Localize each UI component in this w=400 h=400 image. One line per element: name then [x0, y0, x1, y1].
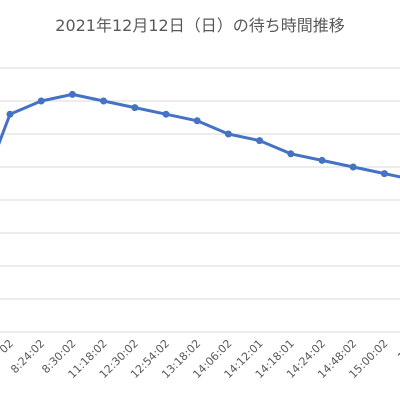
data-point [349, 163, 357, 171]
plot-area [0, 90, 400, 179]
data-point [224, 130, 232, 138]
data-point [131, 104, 139, 112]
x-tick-label: 02 [0, 337, 16, 356]
chart-title: 2021年12月12日（日）の待ち時間推移 [55, 16, 344, 35]
data-point [380, 170, 388, 178]
data-point [37, 97, 45, 105]
data-point [162, 110, 170, 118]
data-point [6, 110, 14, 118]
data-point [68, 90, 76, 98]
data-point [318, 156, 326, 164]
x-axis-labels: 028:24:028:30:0211:18:0212:30:0212:54:02… [0, 337, 400, 381]
data-point [287, 150, 295, 158]
data-point [193, 117, 201, 125]
grid [0, 67, 400, 333]
data-point [256, 137, 264, 145]
data-point [100, 97, 108, 105]
series-line [0, 92, 400, 179]
x-tick-label: 15:3 [395, 337, 400, 364]
